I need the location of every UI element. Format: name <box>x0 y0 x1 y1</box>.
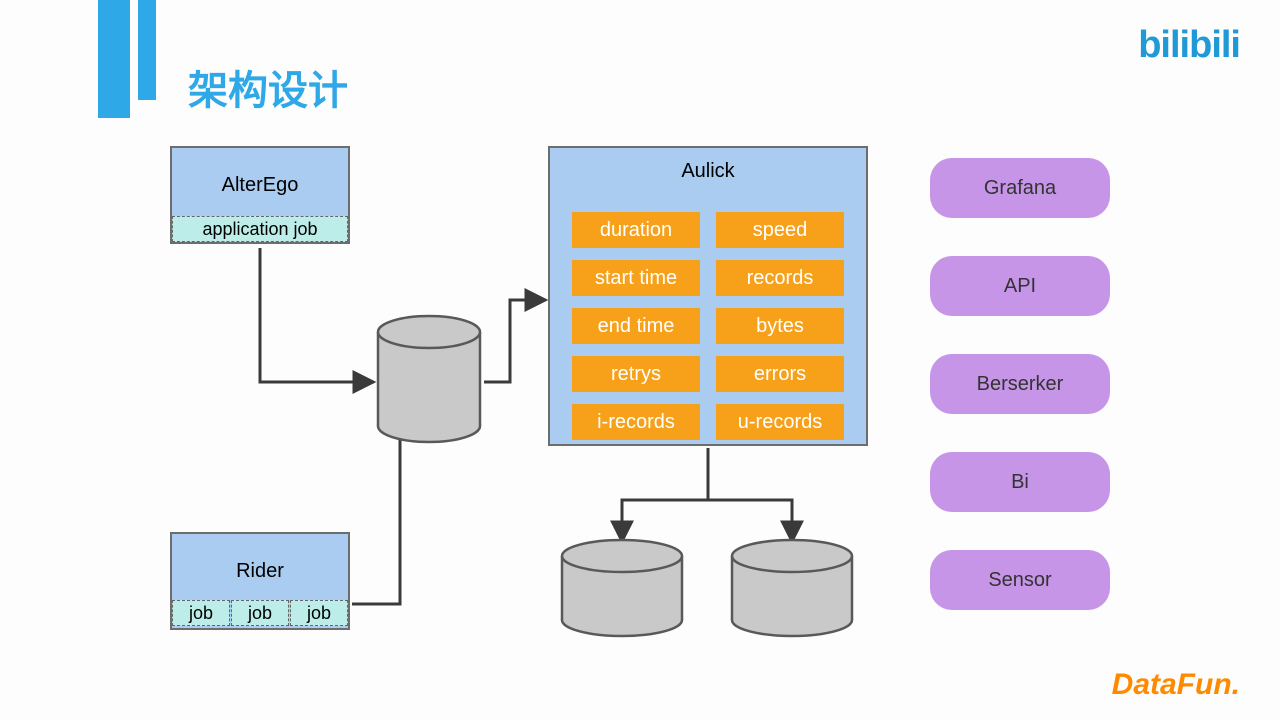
edge-mq-aulick <box>484 300 546 382</box>
mysql-cylinder <box>562 540 682 636</box>
metric-errors: errors <box>716 356 844 392</box>
alterego-subbox: application job <box>172 216 348 242</box>
rider-sub-2: job <box>290 600 348 626</box>
slide-root: 架构设计 bilibili DataFun. <box>0 0 1280 720</box>
metric-speed: speed <box>716 212 844 248</box>
metric-i-records: i-records <box>572 404 700 440</box>
metric-start-time: start time <box>572 260 700 296</box>
edge-aulick-redis <box>708 500 792 542</box>
metric-retrys: retrys <box>572 356 700 392</box>
rider-sub-1: job <box>231 600 289 626</box>
metric-records: records <box>716 260 844 296</box>
rider-label: Rider <box>172 560 348 583</box>
aulick-label: Aulick <box>550 160 866 183</box>
mq-cylinder <box>378 316 480 442</box>
edge-aulick-mysql <box>622 500 708 542</box>
rider-sub-0: job <box>172 600 230 626</box>
metric-bytes: bytes <box>716 308 844 344</box>
alterego-label: AlterEgo <box>172 174 348 197</box>
metric-u-records: u-records <box>716 404 844 440</box>
metric-end-time: end time <box>572 308 700 344</box>
aulick-panel: Aulick <box>548 146 868 446</box>
metric-duration: duration <box>572 212 700 248</box>
edge-alterego-mq <box>260 248 374 382</box>
redis-cylinder <box>732 540 852 636</box>
